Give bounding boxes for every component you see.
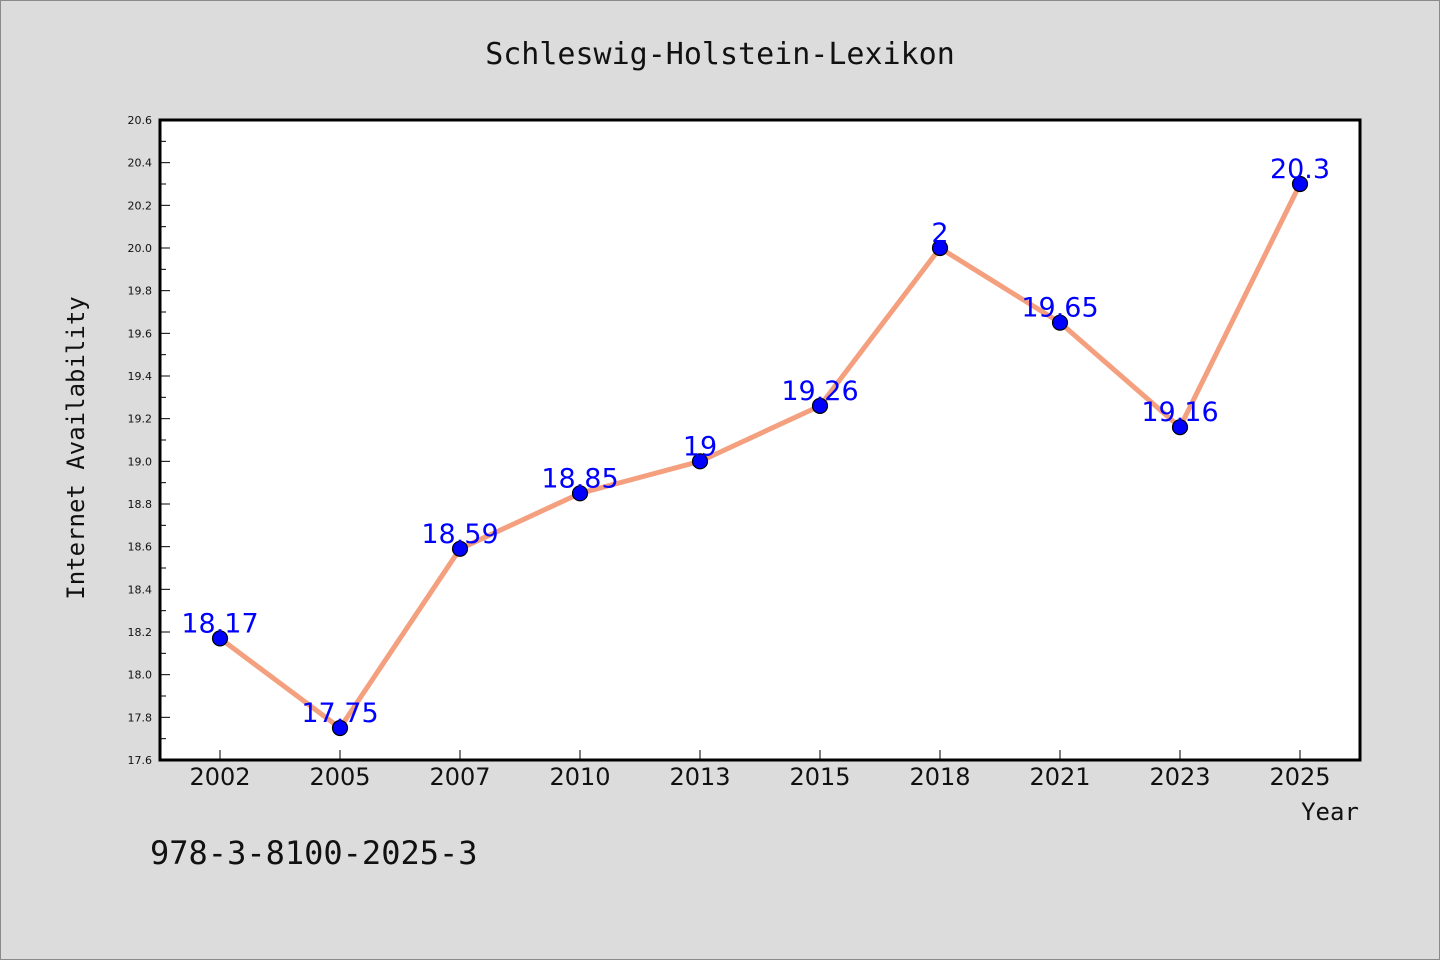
- x-tick-label: 2018: [909, 763, 970, 791]
- isbn-text: 978-3-8100-2025-3: [150, 834, 478, 872]
- plot-area: [160, 120, 1360, 760]
- x-tick-label: 2015: [789, 763, 850, 791]
- data-label: 20.3: [1270, 154, 1330, 185]
- y-tick-label: 20.4: [128, 157, 153, 170]
- data-point: [1051, 314, 1069, 331]
- y-tick-label: 17.8: [128, 711, 153, 724]
- x-tick-label: 2025: [1269, 763, 1330, 791]
- y-tick-label: 19.4: [128, 370, 153, 383]
- data-label: 18.59: [421, 519, 498, 550]
- x-tick-label: 2021: [1029, 763, 1090, 791]
- y-tick-label: 20.0: [128, 242, 153, 255]
- series-line: [218, 182, 1303, 731]
- y-tick-label: 19.6: [128, 327, 153, 340]
- data-label: 18.85: [541, 463, 618, 494]
- y-axis-ticks: 17.6 17.8 18.0 18.2 18.4 18.6 18.8 19.0 19.2 19.4…: [128, 114, 170, 767]
- data-label: 19.65: [1021, 293, 1098, 324]
- y-tick-label: 18.0: [128, 669, 153, 682]
- data-point: [811, 397, 829, 414]
- data-point: [451, 540, 469, 557]
- y-tick-label: 19.8: [128, 285, 153, 298]
- y-tick-label: 18.2: [128, 626, 153, 639]
- x-tick-label: 2007: [429, 763, 490, 791]
- data-point: [211, 630, 229, 647]
- x-tick-label: 2023: [1149, 763, 1210, 791]
- x-tick-label: 2002: [189, 763, 250, 791]
- data-label: 19: [683, 431, 717, 462]
- data-point: [331, 719, 349, 737]
- x-tick-label: 2013: [669, 763, 730, 791]
- plot-border: [158, 118, 1362, 762]
- series-markers: [211, 175, 1309, 737]
- data-labels: 18.17 17.75 18.59 18.85 19 19.26 2 19.65 19.16 20…: [181, 154, 1330, 729]
- y-tick-label: 17.6: [128, 754, 153, 767]
- data-label: 19.16: [1141, 397, 1218, 428]
- x-tick-label: 2010: [549, 763, 610, 791]
- x-axis-label: Year: [1301, 798, 1359, 826]
- data-label: 17.75: [301, 698, 378, 729]
- y-axis-label: Internet Availability: [62, 296, 90, 599]
- series-polyline: [218, 182, 1303, 731]
- data-point: [571, 485, 589, 502]
- data-label: 2: [931, 218, 948, 249]
- data-point: [691, 453, 709, 470]
- data-point: [931, 239, 949, 257]
- x-axis-ticks: 2002 2005 2007 2010 2013 2015 2018 2021 2023 2025: [189, 750, 1331, 791]
- data-label: 18.17: [181, 608, 258, 639]
- y-tick-label: 20.6: [128, 114, 153, 127]
- y-tick-label: 18.8: [128, 498, 153, 511]
- chart-title: Schleswig-Holstein-Lexikon: [485, 37, 955, 72]
- y-tick-label: 18.4: [128, 583, 153, 596]
- data-point: [1171, 419, 1189, 436]
- y-tick-label: 19.2: [128, 413, 153, 426]
- data-label: 19.26: [781, 376, 858, 407]
- y-tick-label: 19.0: [128, 455, 153, 468]
- data-point: [1291, 175, 1309, 193]
- y-tick-label: 18.6: [128, 541, 153, 554]
- y-tick-label: 20.2: [128, 199, 153, 212]
- x-tick-label: 2005: [309, 763, 370, 791]
